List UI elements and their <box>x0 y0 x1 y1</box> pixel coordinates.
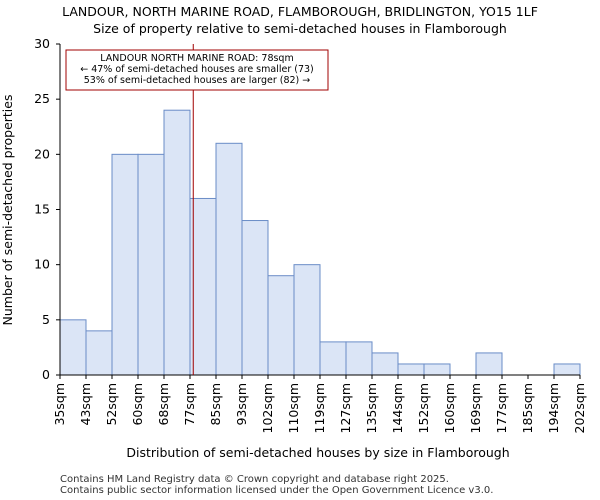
x-tick-label-169sqm: 169sqm <box>468 383 483 433</box>
annotation-line-2: ← 47% of semi-detached houses are smalle… <box>80 64 314 75</box>
footer-line-1: Contains HM Land Registry data © Crown c… <box>60 474 449 485</box>
annotation-box <box>65 49 329 91</box>
x-tick-label-194sqm: 194sqm <box>546 383 561 433</box>
bar-194sqm <box>553 363 581 376</box>
bars-group <box>59 109 581 376</box>
bar-135sqm <box>371 352 399 376</box>
bar-35sqm <box>59 319 87 376</box>
y-tick-label-10: 10 <box>34 257 50 272</box>
annotation-line-3: 53% of semi-detached houses are larger (… <box>84 75 311 86</box>
x-tick-label-177sqm: 177sqm <box>494 383 509 433</box>
bar-102sqm <box>267 275 295 376</box>
y-tick-label-20: 20 <box>34 146 50 161</box>
x-tick-label-43sqm: 43sqm <box>78 383 93 426</box>
x-axis-label: Distribution of semi-detached houses by … <box>126 445 509 460</box>
x-tick-label-119sqm: 119sqm <box>312 383 327 433</box>
bar-68sqm <box>163 109 191 376</box>
x-tick-label-127sqm: 127sqm <box>338 383 353 433</box>
y-tick-label-5: 5 <box>42 312 50 327</box>
bar-77sqm <box>189 197 217 376</box>
axes-group: 0 5 10 15 20 25 30 35sqm 43sqm 52sqm 60sqm 68sqm 77s… <box>34 36 587 433</box>
y-tick-label-0: 0 <box>42 367 50 382</box>
x-tick-label-160sqm: 160sqm <box>442 383 457 433</box>
x-tick-label-202sqm: 202sqm <box>572 383 587 433</box>
x-tick-label-93sqm: 93sqm <box>234 383 249 426</box>
chart-subtitle: Size of property relative to semi-detach… <box>93 21 507 36</box>
annotation-line-1: LANDOUR NORTH MARINE ROAD: 78sqm <box>100 53 293 64</box>
y-tick-label-30: 30 <box>34 36 50 51</box>
y-axis-label: Number of semi-detached properties <box>0 95 15 326</box>
bar-119sqm <box>319 341 347 376</box>
y-tick-label-25: 25 <box>34 91 50 106</box>
y-tick-label-15: 15 <box>34 202 50 217</box>
x-tick-label-185sqm: 185sqm <box>520 383 535 433</box>
bar-85sqm <box>215 142 243 376</box>
x-tick-label-35sqm: 35sqm <box>52 383 67 426</box>
bar-110sqm <box>293 264 321 376</box>
x-tick-label-77sqm: 77sqm <box>182 383 197 426</box>
x-tick-label-144sqm: 144sqm <box>390 383 405 433</box>
x-tick-label-85sqm: 85sqm <box>208 383 223 426</box>
bar-52sqm <box>111 153 139 376</box>
x-tick-label-60sqm: 60sqm <box>130 383 145 426</box>
x-tick-label-52sqm: 52sqm <box>104 383 119 426</box>
footer-line-2: Contains public sector information licen… <box>60 485 494 496</box>
x-tick-label-152sqm: 152sqm <box>416 383 431 433</box>
bar-127sqm <box>345 341 373 376</box>
bar-93sqm <box>241 220 269 376</box>
marker-group: LANDOUR NORTH MARINE ROAD: 78sqm← 47% of… <box>65 44 329 375</box>
bar-169sqm <box>475 352 503 376</box>
x-tick-label-102sqm: 102sqm <box>260 383 275 433</box>
bar-43sqm <box>85 330 113 376</box>
bar-60sqm <box>137 153 165 376</box>
bar-144sqm <box>397 363 425 376</box>
x-tick-label-110sqm: 110sqm <box>286 383 301 433</box>
x-tick-label-68sqm: 68sqm <box>156 383 171 426</box>
x-tick-label-135sqm: 135sqm <box>364 383 379 433</box>
chart-title: LANDOUR, NORTH MARINE ROAD, FLAMBOROUGH,… <box>62 4 538 19</box>
bar-152sqm <box>423 363 451 376</box>
